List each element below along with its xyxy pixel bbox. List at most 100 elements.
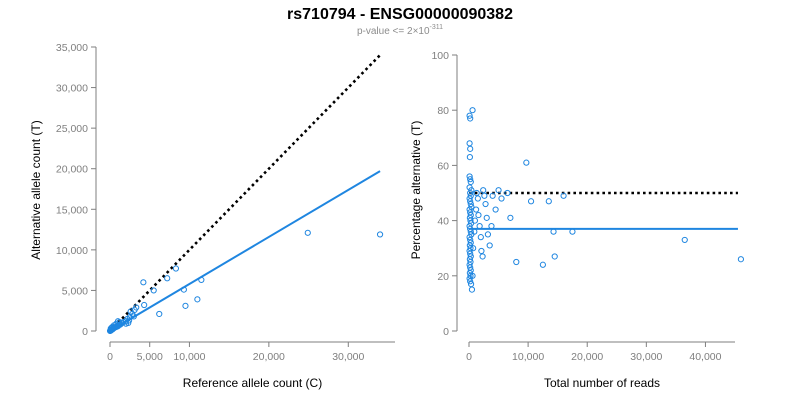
data-point	[498, 195, 505, 202]
y-tick-label: 0	[443, 326, 449, 338]
data-point	[486, 242, 493, 249]
data-point	[471, 217, 479, 224]
data-point	[472, 206, 480, 213]
data-point	[125, 317, 133, 324]
y-tick-label: 5,000	[62, 285, 88, 297]
data-point	[550, 228, 557, 235]
data-point	[467, 228, 474, 235]
chart-subtitle: p-value <= 2×10-311	[357, 24, 443, 37]
panel-left-allele-counts: 0 5,000 10,000 20,000 30,000 0 5,000 10,000 15,0…	[29, 42, 395, 390]
data-point	[467, 200, 474, 208]
y-tick-label: 20,000	[56, 164, 88, 176]
data-point	[466, 261, 473, 268]
data-point	[492, 206, 499, 213]
data-point	[474, 195, 481, 202]
y-axis-label: Percentage alternative (T)	[409, 121, 423, 260]
data-point	[489, 192, 496, 199]
y-tick-label: 25,000	[56, 123, 88, 135]
y-tick-label: 20	[437, 271, 449, 283]
x-tick-label: 0	[466, 351, 472, 363]
data-point	[376, 231, 384, 238]
x-axis-label: Total number of reads	[544, 376, 660, 390]
data-point	[507, 214, 514, 221]
data-point	[467, 225, 474, 232]
data-point	[467, 198, 474, 205]
data-point	[133, 304, 140, 311]
data-point	[116, 318, 123, 326]
data-point	[478, 247, 485, 255]
data-point	[466, 112, 473, 119]
data-point	[527, 198, 535, 205]
reference-line	[109, 54, 381, 332]
y-tick-label: 30,000	[56, 83, 88, 95]
data-point	[467, 176, 474, 183]
data-point	[466, 173, 473, 180]
data-point	[551, 253, 558, 260]
data-point	[467, 278, 474, 285]
y-tick-label: 15,000	[56, 204, 88, 216]
data-point	[469, 107, 476, 114]
data-point	[466, 214, 473, 221]
data-point	[539, 261, 546, 268]
data-point	[130, 313, 137, 320]
x-tick-label: 10,000	[512, 351, 544, 363]
y-tick-label: 0	[82, 326, 88, 338]
data-point	[504, 189, 511, 197]
x-tick-label: 20,000	[571, 351, 603, 363]
y-tick-label: 100	[431, 50, 449, 62]
data-point	[737, 256, 745, 263]
data-point	[484, 231, 492, 238]
y-tick-label: 80	[437, 105, 449, 117]
chart-title: rs710794 - ENSG00000090382	[287, 6, 513, 23]
data-point	[198, 276, 205, 283]
data-point	[466, 234, 473, 241]
data-point	[471, 228, 478, 235]
y-tick-label: 60	[437, 160, 449, 172]
x-tick-label: 30,000	[630, 351, 662, 363]
data-point	[473, 189, 480, 197]
y-tick-label: 40	[437, 216, 449, 228]
data-point	[172, 265, 180, 272]
data-point	[466, 206, 473, 213]
data-point	[180, 286, 187, 293]
data-point	[470, 245, 477, 252]
x-tick-label: 20,000	[253, 351, 285, 363]
x-tick-label: 30,000	[332, 351, 364, 363]
data-point	[569, 228, 576, 235]
y-axis-label: Alternative allele count (T)	[29, 120, 43, 259]
data-point	[476, 223, 483, 230]
data-point	[156, 310, 163, 318]
data-point	[545, 198, 552, 205]
x-tick-label: 0	[107, 351, 113, 363]
data-point	[467, 145, 474, 152]
data-point	[483, 214, 490, 221]
data-point	[482, 200, 489, 208]
data-point	[467, 178, 474, 186]
data-point	[141, 301, 148, 309]
data-point	[467, 115, 474, 122]
data-point	[481, 192, 488, 199]
panel-right-percentage-alternative: 0 10,000 20,000 30,000 40,000 0 20 40 60 80 100 Tot…	[409, 50, 745, 390]
data-point	[107, 325, 114, 332]
data-point	[469, 272, 476, 279]
data-point	[479, 253, 486, 260]
data-point	[466, 223, 473, 230]
x-tick-label: 5,000	[137, 351, 163, 363]
data-point	[468, 286, 476, 293]
data-point	[140, 279, 147, 286]
subtitle-exponent: -311	[430, 24, 444, 31]
data-point	[109, 323, 116, 331]
data-point	[304, 229, 311, 236]
data-point	[466, 195, 473, 202]
data-point	[681, 236, 688, 244]
data-point	[488, 223, 495, 230]
x-axis-label: Reference allele count (C)	[183, 376, 322, 390]
data-point	[513, 258, 520, 266]
y-tick-label: 10,000	[56, 245, 88, 257]
data-point	[150, 287, 157, 294]
data-point	[194, 296, 201, 303]
y-tick-label: 35,000	[56, 42, 88, 54]
data-point	[560, 192, 567, 199]
data-point	[523, 159, 530, 166]
